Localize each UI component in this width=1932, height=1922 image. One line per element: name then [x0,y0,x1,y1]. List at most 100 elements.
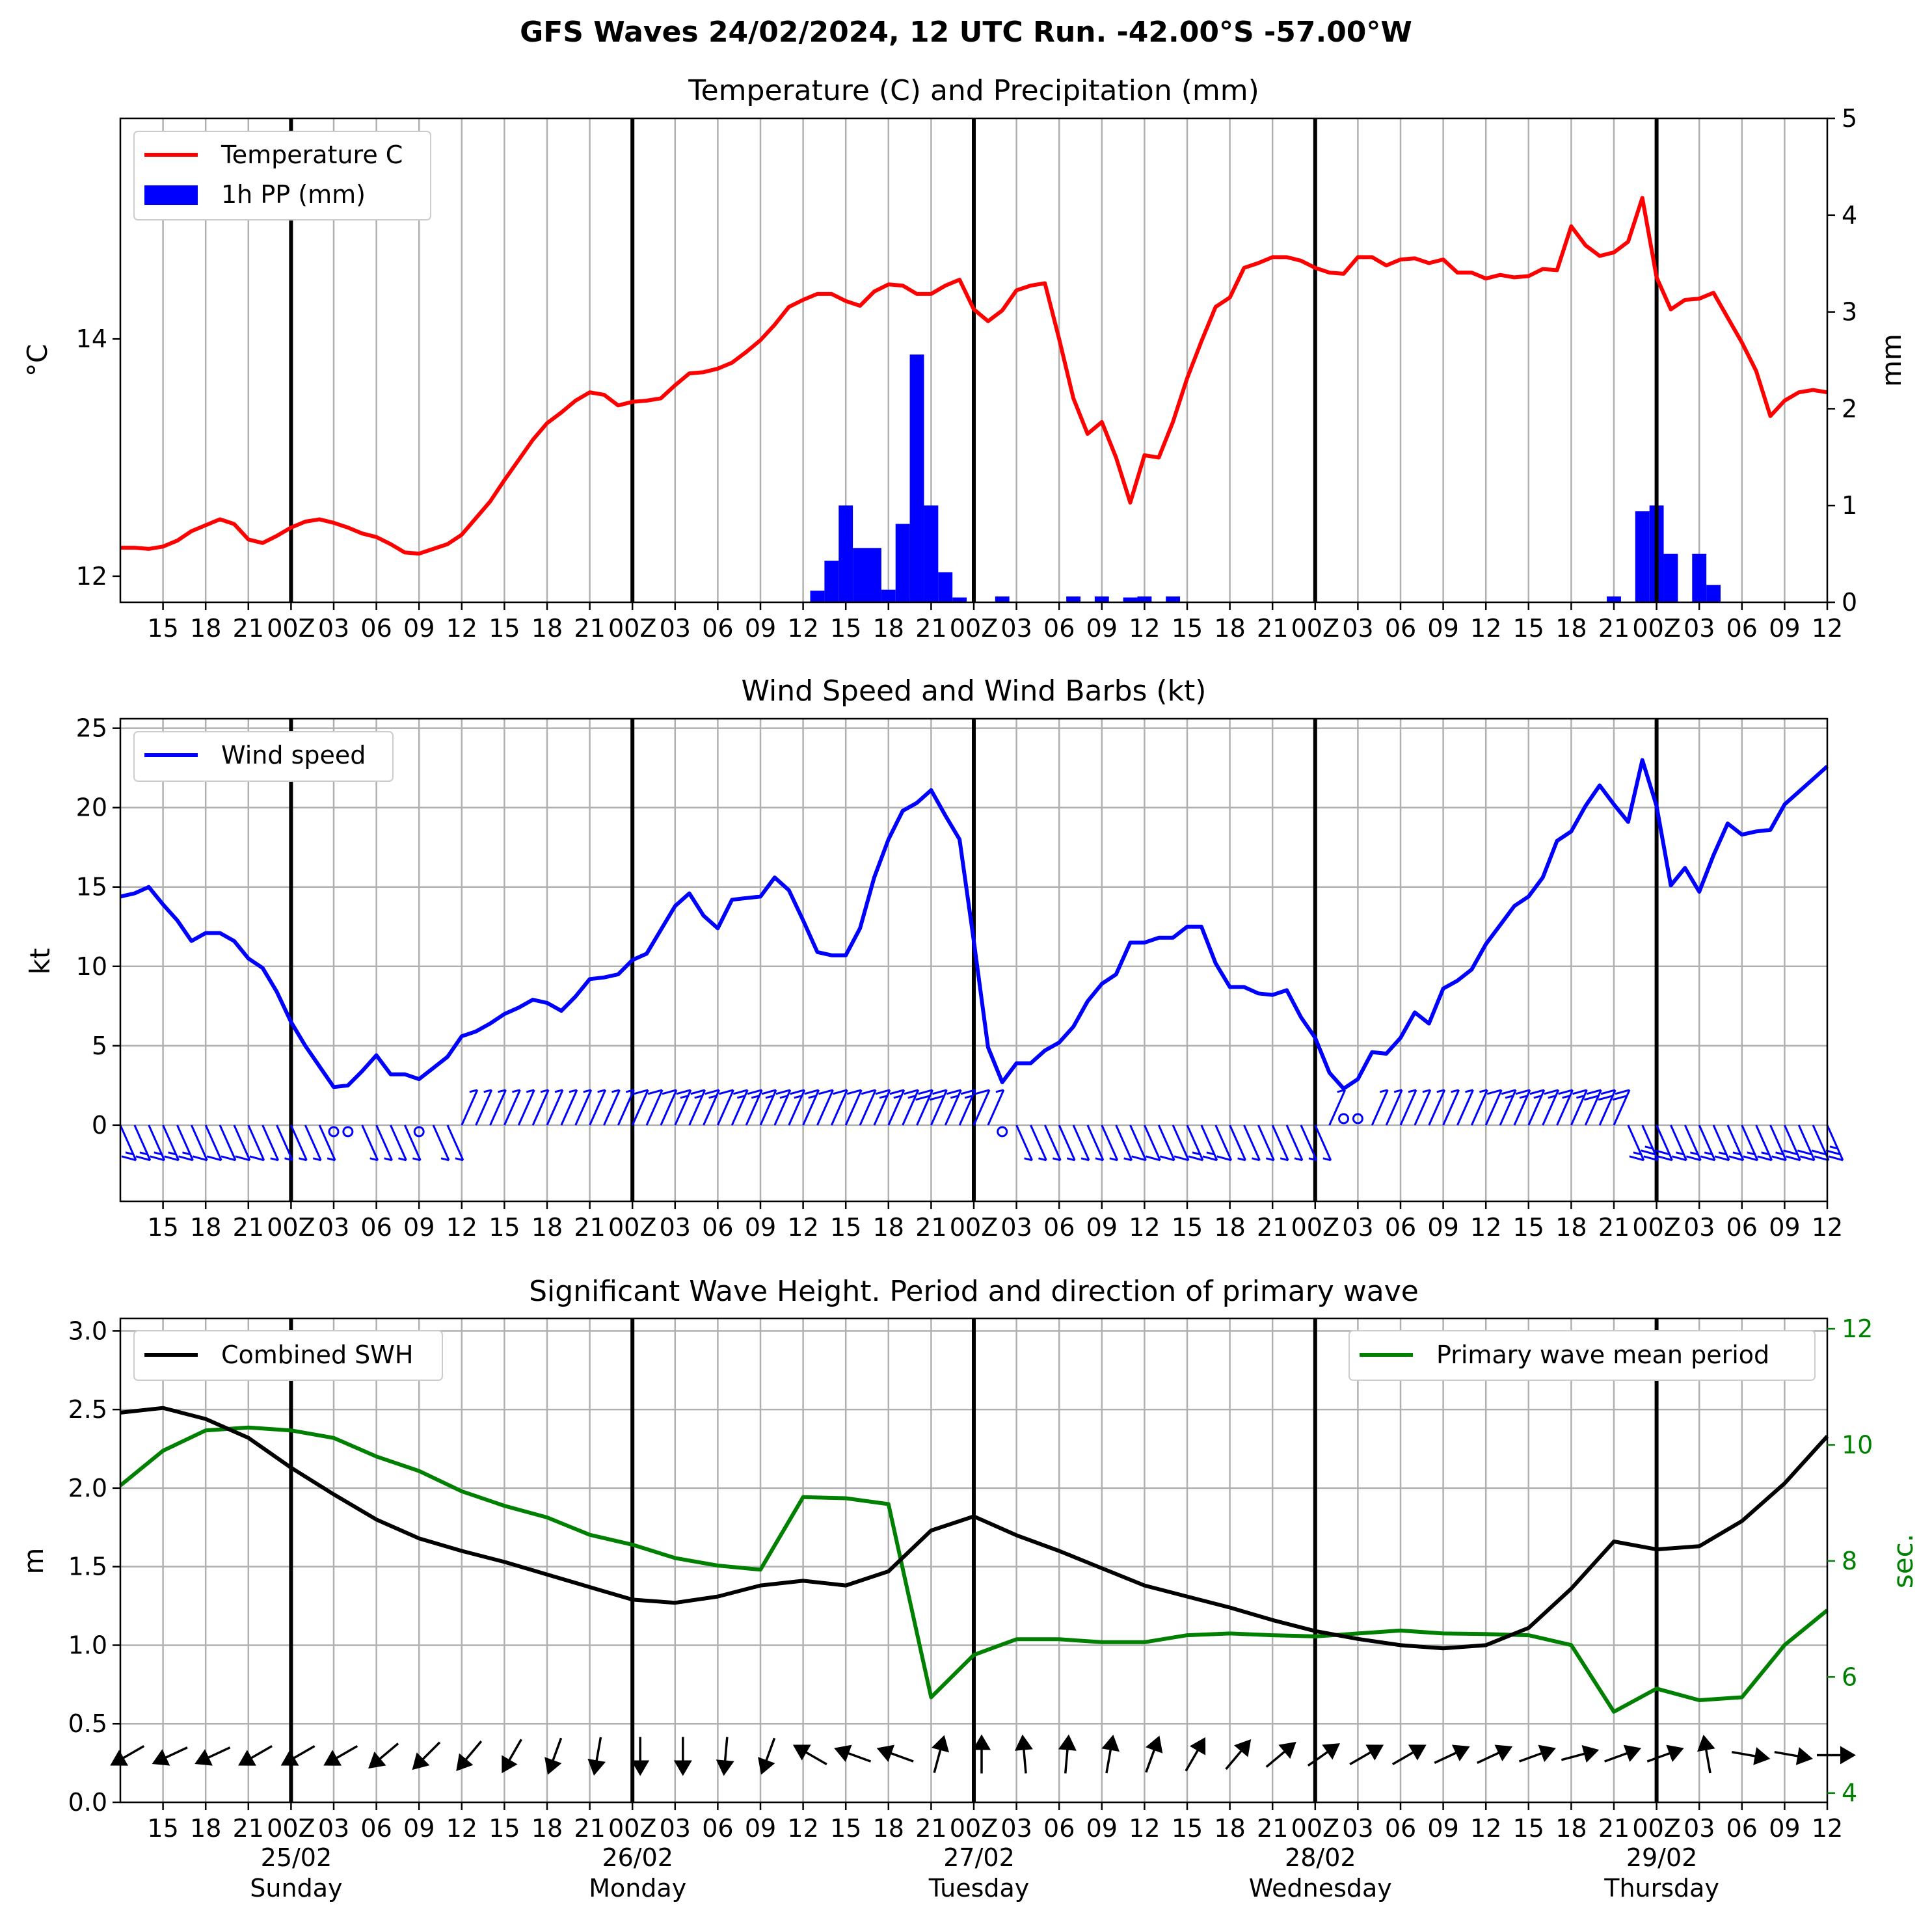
barb-half-feather [1533,1095,1542,1099]
wave-arrow [1058,1734,1077,1774]
panel-wind: Wind Speed and Wind Barbs (kt) 0 5 10 15 20 2… [24,674,1844,1242]
wind-barb [176,1125,194,1162]
day-date-label: 27/02 [943,1843,1015,1872]
barb-feather [1583,1095,1599,1101]
wind-barb [1144,1125,1161,1162]
barb-half-feather [1038,1157,1047,1162]
barb-staff [1613,1089,1631,1126]
wind-barb [1698,1125,1716,1162]
barb-half-feather [1519,1095,1528,1099]
y2-tick-label: 3 [1842,298,1857,327]
x-tick-label: 09 [403,1213,435,1242]
barb-staff [1584,1089,1602,1126]
barb-half-feather [1379,1089,1388,1093]
panel2-x-ticks: 15 18 21 00Z 03 06 09 12 15 18 21 00Z 03 06 09 12 15 18 21… [147,1201,1843,1242]
wind-barb [1385,1089,1403,1126]
wave-arrow-shaft [1145,1746,1157,1773]
wind-barb [475,1089,493,1126]
x-tick-label: 12 [1470,1814,1501,1843]
precip-bar [938,572,953,602]
wave-arrow-shaft [1185,1746,1201,1772]
panel1-y2label: mm [1875,334,1907,387]
wind-barb [1726,1125,1745,1162]
barb-half-feather [1548,1095,1557,1099]
wind-barbs [119,1089,1844,1162]
barb-feather [1216,1155,1232,1162]
wave-arrow [792,1744,827,1766]
wave-arrow [1265,1741,1296,1768]
panel3-legend-left: Combined SWH [133,1330,443,1381]
wind-barb [1755,1125,1773,1162]
barb-half-feather [907,1095,917,1099]
wind-barb [560,1089,578,1126]
wind-barb [1172,1125,1190,1162]
barb-staff [1015,1125,1033,1161]
wave-arrow-head [368,1751,386,1769]
barb-half-feather [299,1157,307,1162]
barb-half-feather [1192,1151,1201,1156]
wave-arrow-head [280,1750,299,1766]
barb-staff [1527,1089,1546,1126]
barb-half-feather [1451,1089,1459,1093]
x-tick-label: 12 [1812,614,1843,643]
wind-barb [930,1089,948,1126]
barb-feather [1598,1095,1613,1101]
wind-barb [290,1125,308,1162]
wave-arrow-head [456,1753,474,1772]
wind-barb [1442,1089,1460,1126]
wind-barb [1300,1125,1318,1162]
y-tick-label: 20 [76,794,107,822]
wind-barb [1583,1089,1602,1126]
x-tick-label: 18 [531,1213,563,1242]
x-tick-label: 18 [190,1213,221,1242]
wind-barb [1352,1113,1363,1125]
wave-arrow [502,1739,522,1774]
wind-barb [1484,1089,1503,1126]
wind-barb [1043,1125,1062,1162]
barb-feather [135,1155,151,1162]
wind-barb [361,1125,379,1162]
barb-feather [1728,1155,1744,1162]
barb-staff [1043,1125,1062,1161]
barb-feather [904,1089,919,1095]
x-tick-label: 06 [1385,614,1416,643]
wave-arrow-shaft [1022,1746,1027,1774]
x-tick-label: 06 [702,1213,733,1242]
x-tick-label: 06 [1043,1814,1075,1843]
panel3-x-ticks: 15 18 21 00Z 03 06 09 12 15 18 21 00Z 03 06 09 12 15 18 21… [147,1802,1843,1843]
x-tick-label: 15 [1513,614,1544,643]
y2-tick-label: 10 [1842,1430,1873,1459]
wind-barb [1570,1089,1588,1126]
barb-feather [1743,1155,1758,1162]
wind-barb [1214,1125,1233,1162]
barb-half-feather [1024,1157,1032,1162]
wave-arrow-head [195,1749,213,1766]
wave-arrow [1731,1747,1771,1765]
wind-barb [802,1089,820,1126]
y-tick-label: 0.5 [68,1709,107,1738]
barb-half-feather [1422,1089,1431,1093]
barb-feather [150,1155,165,1162]
wave-arrow [1101,1735,1120,1774]
barb-staff [1214,1125,1233,1161]
wave-arrow-shaft [1774,1750,1802,1758]
x-tick-label: 06 [1385,1814,1416,1843]
barb-feather [690,1089,706,1095]
x-tick-label: 12 [787,1213,818,1242]
wind-barb [873,1089,891,1126]
barb-staff [1826,1125,1844,1161]
barb-half-feather [440,1157,449,1162]
barb-half-feather [995,1089,1004,1093]
wave-arrow-head [973,1734,991,1750]
barb-half-feather [327,1157,336,1162]
panel2-title: Wind Speed and Wind Barbs (kt) [742,674,1207,708]
wind-barb [1399,1089,1417,1126]
barb-staff [660,1089,678,1126]
x-tick-label: 03 [660,1814,691,1843]
wind-barb [1157,1125,1175,1162]
y-tick-label: 2.5 [68,1395,107,1424]
barb-staff [1698,1125,1716,1161]
wind-barb [1612,1089,1631,1126]
temperature-line [120,196,1828,556]
barb-feather [875,1089,891,1095]
